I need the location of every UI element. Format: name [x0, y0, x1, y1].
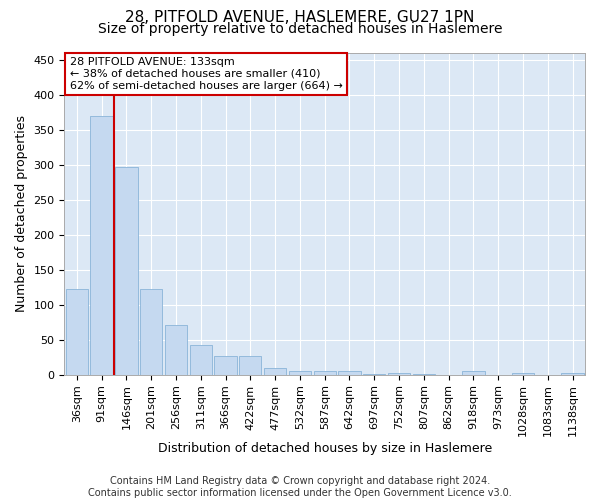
Text: Size of property relative to detached houses in Haslemere: Size of property relative to detached ho… [98, 22, 502, 36]
Bar [165, 325, 187, 374]
Text: Contains HM Land Registry data © Crown copyright and database right 2024.
Contai: Contains HM Land Registry data © Crown c… [88, 476, 512, 498]
Bar [115, 166, 137, 374]
Text: 28, PITFOLD AVENUE, HASLEMERE, GU27 1PN: 28, PITFOLD AVENUE, HASLEMERE, GU27 1PN [125, 10, 475, 25]
Y-axis label: Number of detached properties: Number of detached properties [15, 115, 28, 312]
Bar [190, 346, 212, 374]
Bar [314, 371, 336, 374]
Bar [462, 371, 485, 374]
Bar [214, 356, 236, 374]
X-axis label: Distribution of detached houses by size in Haslemere: Distribution of detached houses by size … [158, 442, 492, 455]
Bar [140, 290, 163, 374]
Bar [239, 356, 262, 374]
Bar [264, 368, 286, 374]
Text: 28 PITFOLD AVENUE: 133sqm
← 38% of detached houses are smaller (410)
62% of semi: 28 PITFOLD AVENUE: 133sqm ← 38% of detac… [70, 58, 343, 90]
Bar [388, 372, 410, 374]
Bar [338, 371, 361, 374]
Bar [289, 370, 311, 374]
Bar [65, 290, 88, 374]
Bar [91, 116, 113, 374]
